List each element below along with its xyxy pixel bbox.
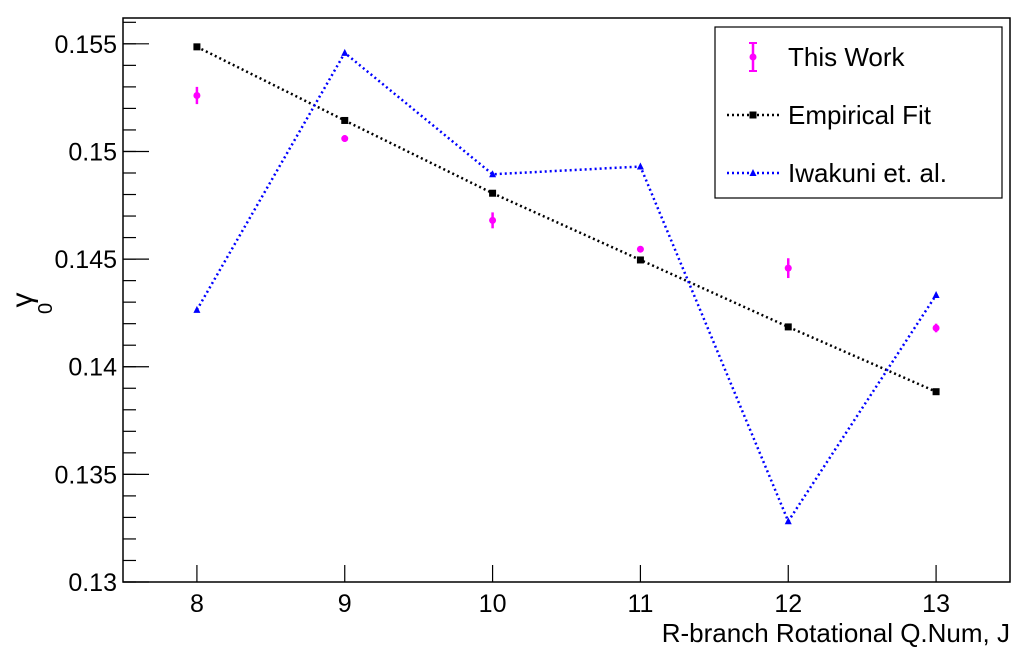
- legend-label-this-work: This Work: [788, 42, 906, 72]
- data-point-iwakuni-et-al: [636, 162, 644, 170]
- data-point-iwakuni-et-al: [932, 291, 940, 299]
- y-axis-label: γ 0: [6, 293, 57, 315]
- y-axis-label-symbol: γ: [6, 293, 39, 308]
- data-point-iwakuni-et-al: [489, 170, 497, 178]
- y-tick-label: 0.14: [68, 354, 117, 382]
- y-tick-label: 0.13: [68, 569, 117, 597]
- y-tick-label: 0.145: [54, 246, 117, 274]
- chart-marks: [193, 43, 940, 525]
- data-point-this-work: [193, 91, 201, 99]
- y-tick-label: 0.15: [68, 138, 117, 166]
- data-point-iwakuni-et-al: [341, 48, 349, 56]
- legend-label-empirical-fit: Empirical Fit: [788, 100, 932, 130]
- data-point-iwakuni-et-al: [784, 517, 792, 525]
- data-point-this-work: [489, 216, 497, 224]
- axes: 0.13 0.135 0.14 0.145 0.15 0.155 8 9 10 11 12 13: [54, 21, 950, 618]
- data-point-this-work: [341, 135, 349, 143]
- legend-label-iwakuni-et-al: Iwakuni et. al.: [788, 158, 947, 188]
- x-tick-label: 13: [922, 590, 950, 618]
- x-tick-label: 9: [338, 590, 352, 618]
- legend-marker-this-work: [749, 53, 757, 61]
- data-point-empirical-fit: [784, 323, 792, 331]
- x-tick-label: 8: [190, 590, 204, 618]
- data-point-iwakuni-et-al: [193, 305, 201, 313]
- x-tick-label: 10: [479, 590, 507, 618]
- data-point-this-work: [932, 324, 940, 332]
- data-point-empirical-fit: [193, 43, 201, 51]
- x-axis-label: R-branch Rotational Q.Num, J: [662, 618, 1010, 648]
- data-point-this-work: [636, 245, 644, 253]
- data-point-this-work: [784, 264, 792, 272]
- data-point-empirical-fit: [489, 189, 497, 197]
- legend: This Work Empirical Fit Iwakuni et. al.: [714, 26, 1003, 199]
- x-tick-label: 11: [627, 590, 653, 618]
- y-axis-label-subscript: 0: [35, 303, 57, 314]
- data-point-empirical-fit: [636, 256, 644, 264]
- x-tick-label: 12: [774, 590, 802, 618]
- data-point-empirical-fit: [932, 388, 940, 396]
- series-line-iwakuni-et-al: [195, 50, 938, 524]
- legend-marker-empirical-fit: [749, 111, 757, 119]
- legend-box: [714, 26, 1003, 199]
- series-line-empirical-fit: [196, 45, 937, 393]
- y-tick-label: 0.135: [54, 461, 117, 489]
- legend-marker-iwakuni-et-al: [749, 169, 757, 176]
- plot-frame: [122, 17, 1011, 583]
- y-tick-label: 0.155: [54, 31, 117, 59]
- data-point-empirical-fit: [341, 116, 349, 124]
